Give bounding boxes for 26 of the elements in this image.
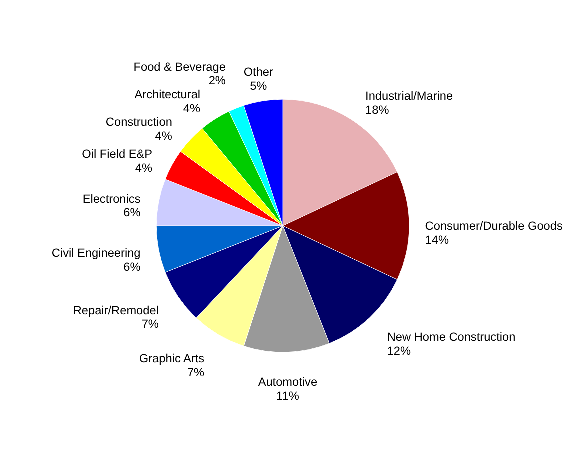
data-label: 4% xyxy=(135,161,153,176)
data-label: 4% xyxy=(183,101,202,116)
slice-label: Food & Beverage xyxy=(134,60,226,74)
data-label: 7% xyxy=(142,317,160,332)
data-label: 11% xyxy=(276,388,300,403)
slice-label: Graphic Arts xyxy=(139,352,205,366)
slice-label: Construction xyxy=(106,115,172,130)
data-label: 6% xyxy=(124,206,142,220)
data-label: 18% xyxy=(366,102,390,117)
data-label: 14% xyxy=(425,232,450,247)
slice-label: Electronics xyxy=(82,192,141,206)
data-label: 7% xyxy=(187,365,206,380)
data-label: 4% xyxy=(155,128,173,143)
data-label: 5% xyxy=(250,78,268,93)
slice-label: Oil Field E&P xyxy=(82,147,153,162)
data-label: 2% xyxy=(208,74,226,88)
slice-label: Consumer/Durable Goods xyxy=(425,218,563,233)
slice-label: Industrial/Marine xyxy=(366,88,454,103)
slice-label: Other xyxy=(244,64,274,79)
slice-label: Architectural xyxy=(134,87,201,102)
slice-label: Automotive xyxy=(258,374,318,389)
slice-label: New Home Construction xyxy=(387,330,516,344)
data-label: 6% xyxy=(124,260,142,274)
slice-label: Civil Engineering xyxy=(52,246,141,260)
data-label: 12% xyxy=(387,344,412,358)
slice-label: Repair/Remodel xyxy=(73,303,159,318)
